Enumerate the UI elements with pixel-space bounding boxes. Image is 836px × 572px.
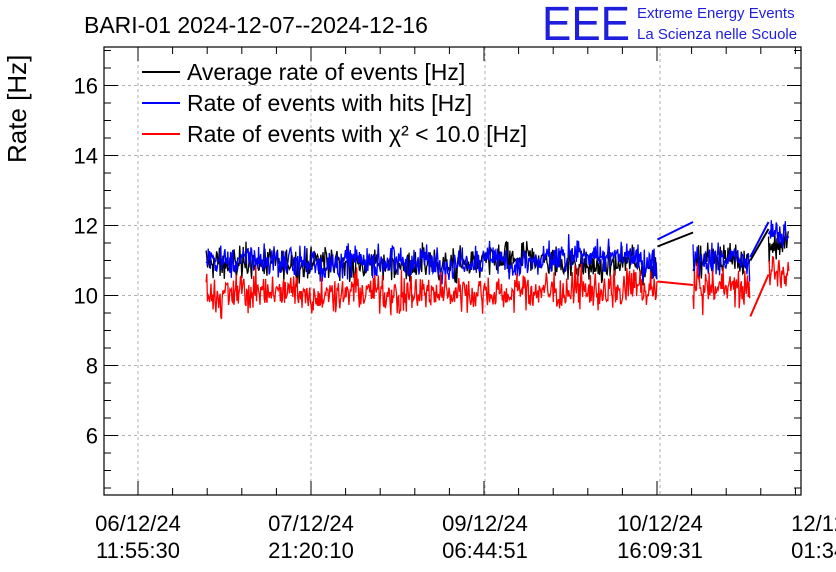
series-gap-connector bbox=[657, 231, 694, 248]
logo-line2: La Scienza nelle Scuole bbox=[637, 26, 797, 43]
series-gap-connector bbox=[749, 228, 770, 262]
y-tick-label: 8 bbox=[86, 354, 98, 379]
logo-mark: EEE bbox=[542, 0, 630, 51]
series-layer bbox=[205, 220, 790, 320]
y-tick-label: 6 bbox=[86, 424, 98, 449]
series-gap-connector bbox=[749, 221, 770, 258]
series-line bbox=[767, 220, 790, 248]
x-tick-label-date: 06/12/24 bbox=[95, 511, 181, 536]
y-tick-label: 14 bbox=[74, 144, 98, 169]
x-tick-label-time: 21:20:10 bbox=[268, 538, 354, 563]
y-tick-labels: 6 8 10 12 14 16 bbox=[74, 74, 98, 449]
x-tick-label-date: 12/12/24 bbox=[791, 511, 836, 536]
chart-title: BARI-01 2024-12-07--2024-12-16 bbox=[84, 12, 428, 38]
legend-entry: Average rate of events [Hz] bbox=[187, 59, 465, 85]
x-tick-label-time: 16:09:31 bbox=[617, 538, 703, 563]
x-tick-label-date: 07/12/24 bbox=[268, 511, 354, 536]
series-3 bbox=[205, 255, 790, 320]
legend: Average rate of events [Hz] Rate of event… bbox=[142, 59, 527, 147]
logo-line1: Extreme Energy Events bbox=[637, 5, 795, 22]
axis-ticks bbox=[104, 47, 801, 495]
series-line bbox=[767, 255, 790, 289]
legend-entry: Rate of events with χ² < 10.0 [Hz] bbox=[187, 121, 527, 147]
x-tick-label-time: 11:55:30 bbox=[96, 538, 180, 563]
x-tick-label-time: 01:34:12 bbox=[791, 538, 836, 563]
x-tick-label-date: 10/12/24 bbox=[617, 511, 703, 536]
y-tick-label: 12 bbox=[74, 214, 98, 239]
y-axis-label: Rate [Hz] bbox=[2, 55, 32, 163]
legend-entry: Rate of events with hits [Hz] bbox=[187, 90, 472, 116]
y-tick-label: 10 bbox=[74, 284, 98, 309]
y-tick-label: 16 bbox=[74, 74, 98, 99]
series-gap-connector bbox=[656, 221, 694, 241]
series-line bbox=[692, 242, 751, 282]
x-tick-label-date: 09/12/24 bbox=[442, 511, 528, 536]
grid-lines bbox=[104, 47, 801, 495]
x-tick-label-time: 06:44:51 bbox=[442, 538, 528, 563]
plot-frame bbox=[103, 46, 802, 496]
series-line bbox=[692, 262, 751, 316]
eee-logo: EEE Extreme Energy Events La Scienza nel… bbox=[542, 0, 797, 51]
series-line bbox=[205, 263, 658, 320]
series-gap-connector bbox=[749, 274, 770, 317]
series-gap-connector bbox=[657, 280, 694, 286]
